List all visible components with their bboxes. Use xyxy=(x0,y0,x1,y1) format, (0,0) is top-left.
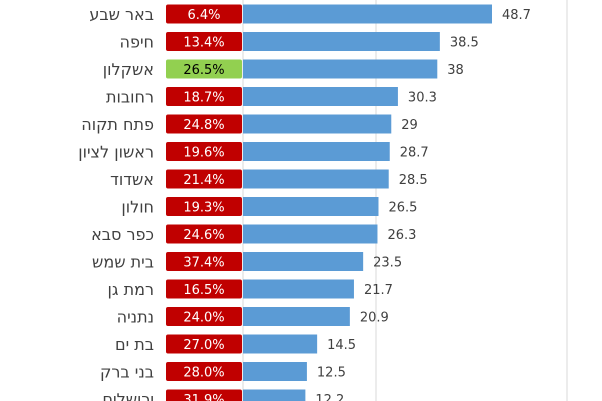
value-label: 29 xyxy=(401,118,418,133)
value-label: 23.5 xyxy=(373,256,402,271)
percentage-badge-label: 24.6% xyxy=(183,228,224,243)
percentage-badge xyxy=(166,279,242,299)
bar xyxy=(243,224,378,244)
percentage-badge-label: 6.4% xyxy=(187,8,220,23)
percentage-badge xyxy=(166,252,242,271)
category-label: רחובות xyxy=(106,88,154,107)
percentage-badge xyxy=(166,4,242,24)
percentage-badge-label: 37.4% xyxy=(183,256,224,271)
percentage-badge xyxy=(166,307,242,326)
bar xyxy=(243,279,354,299)
bar xyxy=(243,169,389,189)
value-label: 28.5 xyxy=(399,173,428,188)
percentage-badge-label: 21.4% xyxy=(183,173,224,188)
value-label: 14.5 xyxy=(327,338,356,353)
percentage-badge-label: 31.9% xyxy=(183,393,224,401)
value-label: 38 xyxy=(447,63,464,78)
category-label: נתניה xyxy=(117,308,154,327)
percentage-badge-label: 24.8% xyxy=(183,118,224,133)
percentage-badge-label: 16.5% xyxy=(183,283,224,298)
value-label: 48.7 xyxy=(502,8,531,23)
category-label: בני ברק xyxy=(100,363,154,382)
value-label: 38.5 xyxy=(450,36,479,51)
bar xyxy=(243,362,307,381)
percentage-badge xyxy=(166,142,242,161)
value-label: 12.2 xyxy=(315,393,344,401)
percentage-badge-label: 27.0% xyxy=(183,338,224,353)
percentage-badge xyxy=(166,114,242,134)
category-label: חיפה xyxy=(120,33,154,52)
bar xyxy=(243,389,306,401)
percentage-badge-label: 24.0% xyxy=(183,311,224,326)
value-labels: 48.7 38.5 38 30.3 29 28.7 28.5 26.5 26.3 23.5 21.7… xyxy=(315,8,531,401)
bar xyxy=(243,252,364,271)
percentage-badge xyxy=(166,59,242,79)
category-label: רמת גן xyxy=(108,280,154,299)
bar xyxy=(243,114,392,134)
category-label: חולון xyxy=(121,198,154,217)
bar xyxy=(243,32,440,51)
bar xyxy=(243,334,318,354)
percentage-badge-label: 19.6% xyxy=(183,146,224,161)
percentage-badges: 6.4% 13.4% 26.5% 18.7% 24.8% 19.6% 21.4% 19.3% 2… xyxy=(166,4,242,401)
category-label: פתח תקוה xyxy=(81,115,154,134)
percentage-badge xyxy=(166,197,242,216)
value-label: 20.9 xyxy=(360,311,389,326)
value-label: 26.5 xyxy=(388,201,417,216)
value-label: 26.3 xyxy=(387,228,416,243)
bar xyxy=(243,197,379,216)
percentage-badge xyxy=(166,87,242,106)
value-label: 21.7 xyxy=(364,283,393,298)
percentage-badge-label: 26.5% xyxy=(183,63,224,78)
percentage-badge-label: 28.0% xyxy=(183,366,224,381)
bar xyxy=(243,4,492,24)
bar xyxy=(243,59,438,79)
category-label: כפר סבא xyxy=(91,225,154,244)
category-labels: באר שבע חיפה אשקלון רחובות פתח תקוה ראשון לצי… xyxy=(78,5,154,401)
category-label: באר שבע xyxy=(89,5,154,24)
percentage-badge-label: 19.3% xyxy=(183,201,224,216)
category-label: בת ים xyxy=(115,335,154,354)
bar xyxy=(243,307,350,326)
bar xyxy=(243,142,390,161)
percentage-badge xyxy=(166,169,242,189)
value-label: 30.3 xyxy=(408,91,437,106)
value-label: 28.7 xyxy=(400,146,429,161)
bars xyxy=(243,4,492,401)
percentage-badge xyxy=(166,389,242,401)
percentage-badge xyxy=(166,32,242,51)
category-label: בית שמש xyxy=(92,253,154,272)
percentage-badge xyxy=(166,362,242,381)
category-label: ראשון לציון xyxy=(78,143,154,162)
percentage-badge xyxy=(166,334,242,354)
category-label: אשדוד xyxy=(110,170,154,189)
category-label: אשקלון xyxy=(103,60,154,79)
bar xyxy=(243,87,398,106)
percentage-badge xyxy=(166,224,242,244)
category-label: ירושלים xyxy=(102,390,154,401)
percentage-badge-label: 13.4% xyxy=(183,36,224,51)
percentage-badge-label: 18.7% xyxy=(183,91,224,106)
value-label: 12.5 xyxy=(317,366,346,381)
